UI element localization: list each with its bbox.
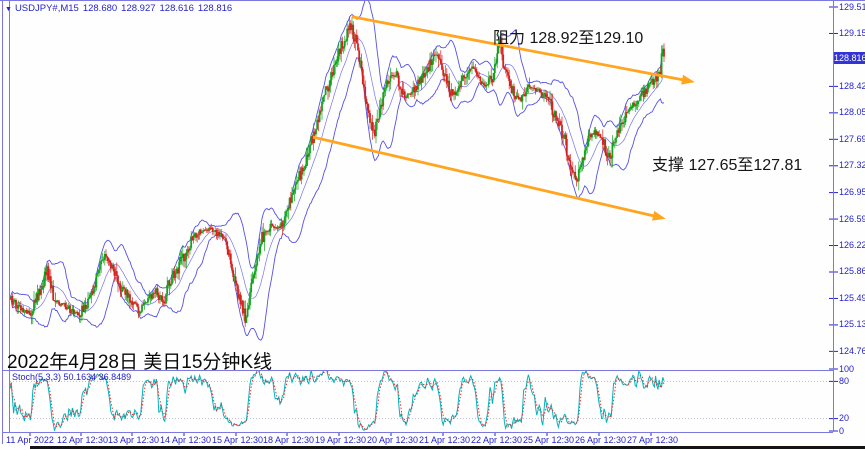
time-tick-label: 13 Apr 12:30 (108, 435, 160, 445)
stoch-name: Stoch(5,3,3) (12, 372, 62, 382)
candlesticks (10, 16, 665, 327)
support-channel-line-arrowhead (652, 210, 666, 221)
stoch-values: 50.1634 36.8489 (63, 372, 132, 382)
date-caption: 2022年4月28日 美日15分钟K线 (7, 352, 273, 373)
collapse-triangle-icon[interactable]: ▼ (5, 6, 12, 13)
time-tick-label: 15 Apr 12:30 (212, 435, 264, 445)
price-tick-label: 129.515 (839, 1, 865, 12)
time-tick-label: 18 Apr 12:30 (263, 435, 315, 445)
low-value: 128.616 (159, 3, 194, 14)
stoch-indicator-label: Stoch(5,3,3) 50.1634 36.8489 (12, 372, 131, 382)
price-tick-label: 127.325 (839, 160, 865, 171)
chart-left-border (9, 0, 10, 432)
resistance-channel-line (351, 15, 688, 82)
symbol-ohlc-line: ▼ USDJPY#,M15 128.680 128.927 128.616 128.816 (5, 3, 236, 14)
time-tick-label: 27 Apr 12:30 (627, 435, 679, 445)
time-tick-label: 20 Apr 12:30 (367, 435, 419, 445)
taskbar-edge (30, 446, 865, 449)
stoch-bottom-border (2, 432, 833, 433)
price-tick-label: 125.860 (839, 266, 865, 277)
stoch-scale-label: 20 (839, 413, 850, 424)
price-axis[interactable]: 129.515 129.150 128.420 128.055 127.690 127.3… (834, 0, 865, 450)
price-tick-label: 129.150 (839, 27, 865, 38)
time-tick-label: 25 Apr 12:30 (523, 435, 575, 445)
price-axis-border (833, 0, 834, 432)
resistance-channel-line-arrowhead (681, 74, 695, 85)
time-tick-label: 26 Apr 12:30 (575, 435, 627, 445)
close-value: 128.816 (197, 3, 233, 14)
price-tick-label: 126.225 (839, 240, 865, 251)
time-axis[interactable]: 11 Apr 2022 12 Apr 12:30 13 Apr 12:30 14 Ap… (0, 433, 865, 446)
time-tick-label: 11 Apr 2022 (6, 435, 54, 445)
time-tick-label: 21 Apr 12:30 (419, 435, 471, 445)
time-tick-label: 12 Apr 12:30 (57, 435, 109, 445)
open-value: 128.680 (82, 3, 118, 14)
resistance-annotation[interactable]: 阻力 128.92至129.10 (493, 30, 644, 47)
stochastic-lines (10, 371, 665, 431)
price-tick-label: 127.690 (839, 133, 865, 144)
price-tick-label: 124.765 (839, 345, 865, 356)
time-tick-label: 14 Apr 12:30 (160, 435, 212, 445)
window-left-edge (2, 0, 3, 444)
stoch-scale-label: 100 (839, 363, 855, 374)
current-price-badge: 128.816 (834, 51, 865, 64)
bollinger-bands (10, 1, 665, 341)
price-tick-label: 128.055 (839, 107, 865, 118)
price-tick-label: 125.130 (839, 319, 865, 330)
price-tick-label: 128.420 (839, 80, 865, 91)
stoch-scale-label: 0 (839, 425, 845, 436)
time-tick-label: 22 Apr 12:30 (471, 435, 523, 445)
stoch-grid-lines (10, 380, 832, 420)
support-annotation[interactable]: 支撑 127.65至127.81 (652, 157, 803, 174)
price-tick-label: 125.495 (839, 292, 865, 303)
price-tick-label: 126.955 (839, 187, 865, 198)
price-tick-label: 126.590 (839, 213, 865, 224)
panel-separator (2, 370, 833, 371)
time-tick-label: 19 Apr 12:30 (315, 435, 367, 445)
support-channel-line (312, 135, 659, 219)
chart-top-border (0, 0, 865, 1)
stoch-scale-label: 80 (839, 375, 850, 386)
high-value: 128.927 (121, 3, 156, 14)
trend-channel-lines[interactable] (312, 15, 695, 221)
symbol-name: USDJPY#,M15 (14, 3, 79, 14)
